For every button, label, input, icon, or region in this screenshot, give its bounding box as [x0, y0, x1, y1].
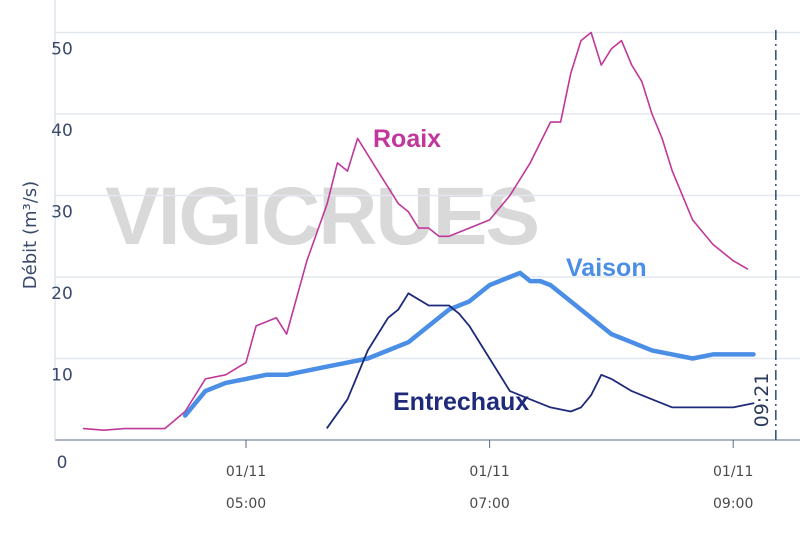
vigicrues-watermark: VIGICRUES: [105, 171, 540, 262]
series-labels: Roaix Vaison Entrechaux: [373, 125, 647, 416]
x-tick-time-0: 05:00: [226, 496, 266, 512]
x-tick-date-2: 01/11: [713, 464, 753, 480]
x-tick-labels: 01/11 05:00 01/11 07:00 01/11 09:00: [226, 440, 753, 512]
y-tick-30: 30: [51, 203, 73, 223]
axes: [54, 0, 800, 441]
y-axis-label: Débit (m³/s): [20, 181, 41, 289]
y-tick-10: 10: [51, 366, 73, 386]
watermark-text: VIGICRUES: [105, 171, 538, 262]
series-label-entrechaux: Entrechaux: [393, 388, 529, 416]
x-tick-date-1: 01/11: [469, 464, 509, 480]
now-marker: 09:21: [751, 30, 777, 440]
y-tick-20: 20: [51, 284, 73, 304]
now-marker-label: 09:21: [751, 373, 773, 428]
x-tick-time-2: 09:00: [713, 496, 753, 512]
y-tick-0: 0: [57, 453, 68, 473]
x-tick-date-0: 01/11: [226, 464, 266, 480]
series-line-vaison: [182, 270, 756, 418]
x-tick-time-1: 07:00: [469, 496, 509, 512]
y-tick-50: 50: [51, 40, 73, 60]
series-label-roaix: Roaix: [373, 125, 441, 153]
y-tick-labels: 0 10 20 30 40 50: [51, 40, 73, 474]
series-line-entrechaux: [326, 292, 755, 429]
series-label-vaison: Vaison: [566, 254, 647, 282]
series-lines: [82, 31, 756, 432]
y-tick-40: 40: [51, 121, 73, 141]
series-line-roaix: [82, 31, 749, 432]
grid-lines: [55, 31, 800, 360]
